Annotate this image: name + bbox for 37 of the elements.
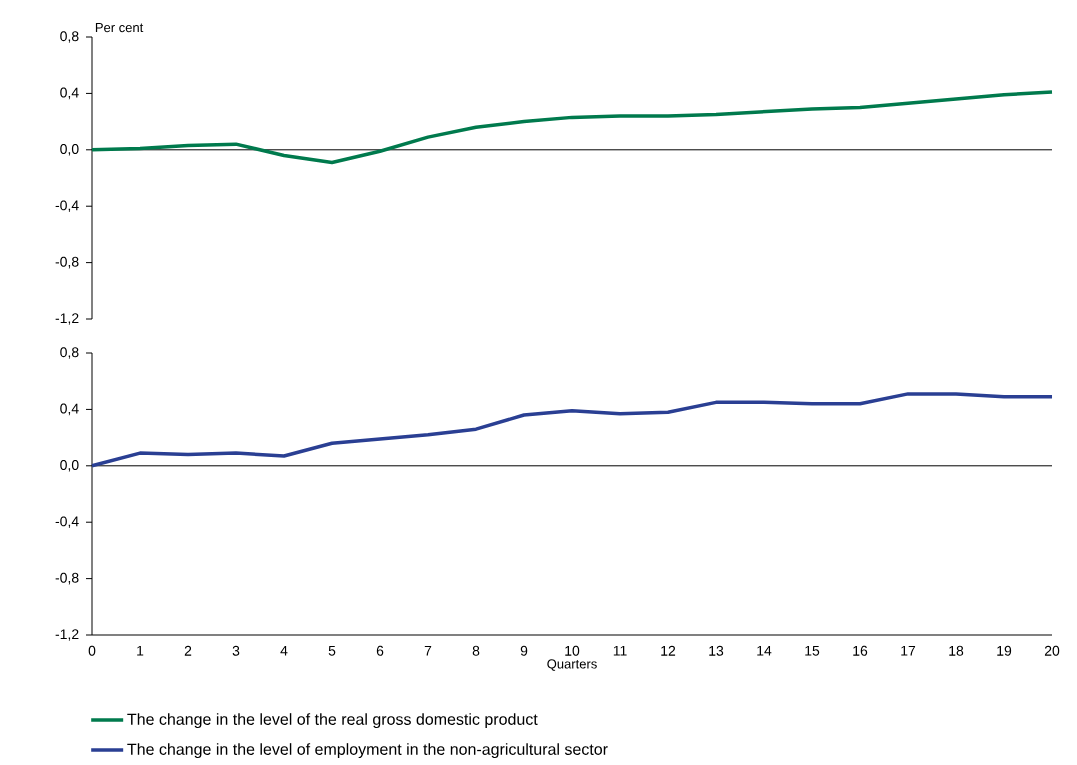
x-tick-label: 10: [565, 645, 580, 656]
x-tick-label: 3: [232, 645, 240, 656]
x-axis-title: Quarters: [547, 659, 597, 671]
y-tick-label: -0,8: [55, 572, 79, 585]
y-tick-label: -0,8: [55, 256, 79, 269]
x-tick-label: 9: [520, 645, 528, 656]
x-tick-label: 4: [280, 645, 288, 656]
x-tick-label: 19: [997, 645, 1012, 656]
x-tick-label: 11: [613, 645, 627, 656]
x-tick-label: 18: [949, 645, 964, 656]
y-tick-label: 0,4: [60, 87, 79, 100]
x-tick-label: 17: [901, 645, 916, 656]
y-tick-label: -0,4: [55, 516, 79, 528]
x-tick-label: 7: [424, 645, 432, 656]
x-tick-label: 20: [1044, 645, 1060, 656]
x-tick-label: 8: [472, 645, 480, 656]
x-tick-label: 12: [661, 645, 676, 656]
y-tick-label: 0,0: [60, 144, 79, 156]
y-tick-label: 0,0: [60, 460, 79, 472]
y-tick-label: 0,4: [60, 403, 79, 416]
x-tick-label: 13: [709, 645, 724, 656]
y-tick-label: -0,4: [55, 200, 79, 212]
x-tick-label: 15: [805, 645, 820, 656]
y-tick-label: 0,8: [60, 347, 79, 359]
x-tick-label: 5: [328, 645, 336, 656]
y-tick-label: -1,2: [55, 313, 79, 325]
y-axis-title: Per cent: [95, 23, 144, 33]
x-tick-label: 6: [376, 645, 384, 656]
legend-label: The change in the level of the real gross domestic product: [127, 713, 538, 729]
legend-label: The change in the level of employment in the non-agricultural sector: [127, 743, 608, 759]
x-tick-label: 16: [853, 645, 868, 656]
x-tick-label: 14: [757, 645, 772, 656]
x-tick-label: 2: [184, 645, 192, 656]
y-tick-label: -1,2: [55, 629, 79, 641]
y-tick-label: 0,8: [60, 31, 79, 43]
x-tick-label: 0: [88, 645, 96, 656]
x-tick-label: 1: [137, 645, 144, 656]
